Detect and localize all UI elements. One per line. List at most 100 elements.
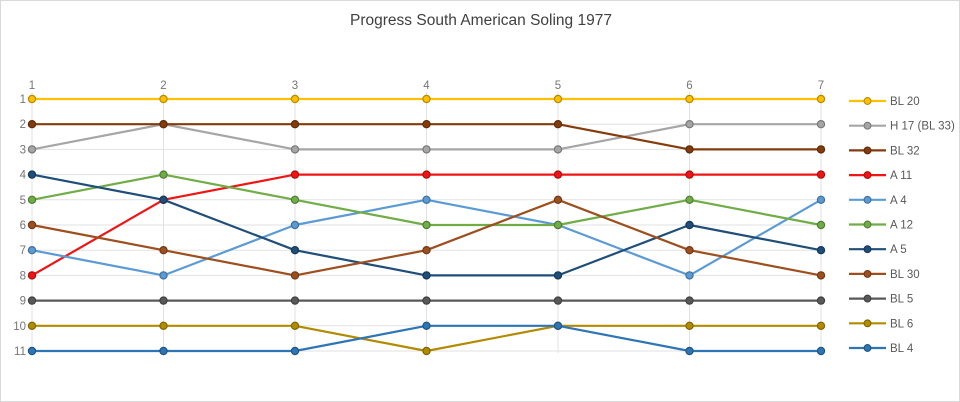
legend-swatch-marker: [863, 220, 872, 229]
data-point: [290, 195, 300, 204]
data-point: [422, 195, 431, 204]
data-point: [27, 346, 37, 356]
data-point: [27, 271, 37, 280]
x-axis-label: 7: [818, 80, 824, 92]
data-point: [422, 220, 431, 230]
x-axis-label: 3: [292, 80, 298, 92]
legend-swatch-marker: [863, 97, 872, 105]
data-point: [290, 346, 300, 356]
data-point: [553, 170, 563, 179]
y-axis-label: 10: [13, 321, 26, 333]
data-point: [816, 271, 826, 280]
data-point: [685, 145, 694, 154]
axis-layer: 1 2 3 4 5 6 7 1 2 3 4 5 6 7 8 9 10 11: [13, 80, 824, 358]
y-axis-label: 8: [20, 270, 26, 282]
x-axis-label: 4: [423, 80, 430, 92]
data-point: [685, 119, 694, 129]
data-point: [685, 296, 694, 305]
data-point: [816, 94, 826, 104]
legend-item: BL 6: [849, 318, 913, 330]
y-axis-label: 6: [20, 220, 26, 232]
data-point: [290, 296, 300, 305]
data-point: [290, 271, 300, 280]
legend-swatch-marker: [863, 294, 872, 303]
legend-swatch-marker: [863, 269, 872, 278]
legend-label: H 17 (BL 33): [890, 121, 955, 133]
data-point: [685, 220, 694, 230]
data-point: [422, 321, 431, 330]
legend-item: A 4: [849, 195, 907, 207]
data-point: [159, 321, 168, 330]
data-point: [422, 296, 431, 305]
x-axis-label: 5: [555, 80, 561, 92]
data-point: [159, 271, 168, 280]
data-point: [159, 195, 168, 204]
y-axis-label: 1: [20, 94, 26, 106]
data-point: [159, 170, 168, 179]
data-point: [553, 220, 563, 230]
legend-item: BL 30: [849, 269, 920, 281]
data-point: [553, 195, 563, 204]
legend-swatch-marker: [863, 344, 872, 352]
x-axis-label: 2: [160, 80, 166, 92]
data-point: [27, 195, 37, 204]
data-point: [816, 220, 826, 230]
y-axis-label: 5: [20, 195, 26, 207]
legend-label: BL 6: [890, 318, 913, 330]
legend-item: BL 5: [849, 294, 913, 306]
legend-swatch-marker: [863, 171, 872, 180]
data-point: [553, 145, 563, 154]
data-point: [290, 119, 300, 129]
data-point: [27, 245, 37, 255]
data-point: [816, 296, 826, 305]
data-point: [27, 119, 37, 129]
legend-label: BL 5: [890, 294, 913, 306]
legend-swatch-marker: [863, 245, 872, 254]
legend-item: A 12: [849, 220, 913, 232]
data-point: [290, 245, 300, 255]
legend-label: A 5: [890, 244, 907, 256]
legend-label: BL 32: [890, 145, 920, 157]
legend-label: BL 20: [890, 96, 920, 108]
data-point: [422, 245, 431, 255]
data-point: [290, 321, 300, 330]
data-point: [816, 321, 826, 330]
data-point: [159, 119, 168, 129]
data-point: [422, 94, 431, 104]
data-point: [422, 119, 431, 129]
legend-label: A 11: [890, 170, 912, 182]
data-point: [27, 220, 37, 230]
data-point: [553, 119, 563, 129]
data-point: [27, 94, 37, 104]
data-point: [27, 321, 37, 330]
legend-label: BL 4: [890, 343, 914, 355]
y-axis-label: 7: [20, 245, 26, 257]
legend: BL 20 H 17 (BL 33) BL 32 A 11 A 4 A 12 A 5 BL 3…: [849, 96, 955, 355]
data-point: [553, 271, 563, 280]
y-axis-label: 4: [20, 170, 27, 182]
data-point: [685, 346, 694, 356]
series-layer: [27, 94, 826, 356]
data-point: [290, 220, 300, 230]
data-point: [553, 296, 563, 305]
data-point: [290, 94, 300, 104]
data-point: [553, 321, 563, 330]
legend-swatch-marker: [863, 195, 872, 204]
legend-item: A 5: [849, 244, 907, 256]
data-point: [422, 170, 431, 179]
legend-item: A 11: [849, 170, 912, 182]
y-axis-label: 3: [20, 144, 26, 156]
y-axis-label: 9: [20, 296, 26, 308]
legend-item: BL 20: [849, 96, 920, 108]
legend-item: BL 32: [849, 145, 920, 157]
data-point: [816, 145, 826, 154]
data-point: [816, 195, 826, 204]
legend-label: A 4: [890, 195, 907, 207]
data-point: [159, 94, 168, 104]
legend-swatch-marker: [863, 319, 872, 328]
legend-item: H 17 (BL 33): [849, 121, 955, 133]
legend-label: A 12: [890, 220, 913, 232]
data-point: [685, 321, 694, 330]
data-point: [685, 195, 694, 204]
